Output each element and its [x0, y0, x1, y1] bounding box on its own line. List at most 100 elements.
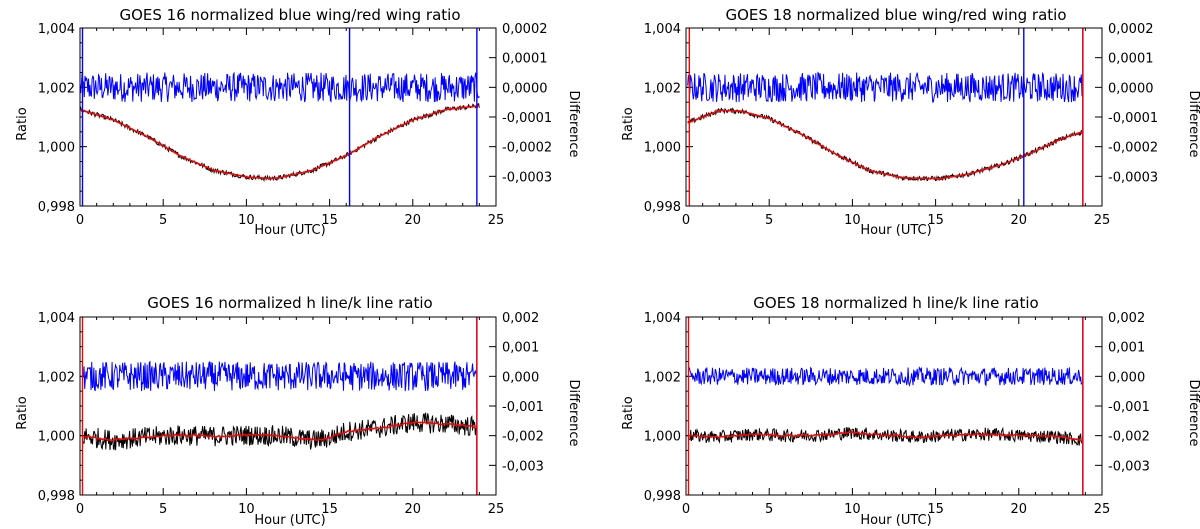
y2-tick-label: -0,0001	[502, 111, 552, 126]
y2-tick-label: 0,0000	[1108, 81, 1154, 96]
y2-tick-label: 0,0001	[502, 52, 548, 67]
y2-tick-label: -0,002	[1108, 430, 1150, 445]
y-tick-label: 1,000	[38, 141, 75, 156]
y2-tick-label: 0,000	[1108, 370, 1145, 385]
plot-area	[79, 27, 497, 207]
y2-tick-labels: -0,0003 -0,0002 -0,0001 0,0000 0,0001 0,0002	[502, 22, 552, 185]
data-series	[79, 103, 480, 183]
x-tick-label: 25	[1094, 502, 1111, 517]
chart-title: GOES 18 normalized h line/k line ratio	[753, 294, 1038, 312]
x-tick-label: 5	[765, 502, 773, 517]
x-axis-label: Hour (UTC)	[254, 513, 325, 528]
y-axis-label: Ratio	[15, 107, 30, 140]
y2-tick-label: -0,0003	[1108, 170, 1158, 185]
y2-tick-label: 0,001	[502, 341, 539, 356]
x-tick-label: 10	[238, 213, 255, 228]
y2-tick-label: 0,001	[1108, 341, 1145, 356]
y-tick-label: 0,998	[644, 200, 681, 215]
y-tick-label: 1,002	[38, 370, 75, 385]
y-tick-labels: 0,998 1,000 1,002 1,004	[38, 311, 75, 504]
y2-tick-label: 0,000	[502, 370, 539, 385]
difference-series	[688, 366, 1083, 387]
y2-tick-label: -0,0001	[1108, 111, 1158, 126]
plot-frame	[79, 316, 497, 496]
x-tick-label: 0	[682, 502, 690, 517]
x-axis-label: Hour (UTC)	[254, 223, 325, 238]
y-tick-labels: 0,998 1,000 1,002 1,004	[38, 22, 75, 215]
y2-tick-label: -0,0003	[502, 170, 552, 185]
data-series	[82, 412, 477, 451]
y-tick-label: 0,998	[644, 489, 681, 504]
y-axis-label: Ratio	[621, 396, 636, 429]
fit-series	[83, 420, 477, 442]
y-axis-label: Ratio	[621, 107, 636, 140]
y-tick-labels: 0,998 1,000 1,002 1,004	[644, 311, 681, 504]
y2-axis-label: Difference	[1186, 379, 1200, 446]
panel-goes16-wing-ratio: GOES 16 normalized blue wing/red wing ra…	[15, 6, 581, 238]
plot-frame	[685, 316, 1103, 496]
plot-frame	[685, 27, 1103, 207]
fit-series	[79, 104, 480, 180]
y2-tick-label: -0,0002	[1108, 141, 1158, 156]
y-tick-label: 1,004	[38, 22, 75, 37]
chart-title: GOES 18 normalized blue wing/red wing ra…	[725, 6, 1066, 24]
x-axis-label: Hour (UTC)	[860, 223, 931, 238]
y2-tick-label: 0,002	[502, 311, 539, 326]
y-tick-label: 1,002	[644, 81, 681, 96]
y-axis-label: Ratio	[15, 396, 30, 429]
plot-area	[685, 316, 1103, 496]
x-tick-labels: 0 5 10 15 20 25	[682, 502, 1110, 517]
y2-axis-label: Difference	[566, 379, 581, 446]
y2-tick-labels: -0,0003 -0,0002 -0,0001 0,0000 0,0001 0,0002	[1108, 22, 1158, 185]
x-tick-label: 25	[1094, 213, 1111, 228]
x-axis-label: Hour (UTC)	[860, 513, 931, 528]
x-tick-label: 20	[1011, 213, 1028, 228]
x-tick-label: 5	[159, 213, 167, 228]
chart-title: GOES 16 normalized h line/k line ratio	[147, 294, 432, 312]
y2-tick-label: -0,0002	[502, 141, 552, 156]
y2-tick-label: 0,0002	[502, 22, 548, 37]
y2-tick-label: 0,0002	[1108, 22, 1154, 37]
x-tick-label: 25	[488, 502, 505, 517]
panel-goes18-hk-ratio: GOES 18 normalized h line/k line ratio H…	[621, 294, 1200, 528]
x-tick-label: 20	[405, 213, 422, 228]
y-tick-label: 1,000	[38, 430, 75, 445]
y2-tick-label: -0,002	[502, 430, 544, 445]
fit-series	[689, 431, 1083, 442]
difference-series	[687, 71, 1083, 103]
x-tick-label: 25	[488, 213, 505, 228]
y2-tick-label: 0,002	[1108, 311, 1145, 326]
x-tick-label: 5	[765, 213, 773, 228]
x-tick-label: 10	[238, 502, 255, 517]
plot-area	[685, 27, 1103, 207]
y2-axis-label: Difference	[1186, 90, 1200, 157]
x-tick-label: 0	[76, 213, 84, 228]
y-tick-labels: 0,998 1,000 1,002 1,004	[644, 22, 681, 215]
y-tick-label: 1,000	[644, 430, 681, 445]
y-tick-label: 1,004	[644, 311, 681, 326]
x-tick-label: 20	[1011, 502, 1028, 517]
panel-goes16-hk-ratio: GOES 16 normalized h line/k line ratio H…	[15, 294, 581, 528]
plot-area	[79, 316, 497, 496]
x-tick-label: 5	[159, 502, 167, 517]
y-tick-label: 1,004	[644, 22, 681, 37]
data-series	[687, 107, 1083, 182]
difference-series	[82, 360, 477, 392]
y-tick-label: 0,998	[38, 489, 75, 504]
x-tick-labels: 0 5 10 15 20 25	[76, 213, 504, 228]
plot-frame	[79, 27, 497, 207]
y2-tick-labels: -0,003 -0,002 -0,001 0,000 0,001 0,002	[1108, 311, 1150, 474]
y-tick-label: 1,002	[38, 81, 75, 96]
y2-tick-label: 0,0001	[1108, 52, 1154, 67]
panel-goes18-wing-ratio: GOES 18 normalized blue wing/red wing ra…	[621, 6, 1200, 238]
x-tick-label: 10	[844, 502, 861, 517]
x-tick-labels: 0 5 10 15 20 25	[76, 502, 504, 517]
x-tick-label: 20	[405, 502, 422, 517]
x-tick-label: 15	[321, 213, 338, 228]
x-tick-labels: 0 5 10 15 20 25	[682, 213, 1110, 228]
y2-tick-label: -0,001	[502, 400, 544, 415]
y-tick-label: 1,002	[644, 370, 681, 385]
x-tick-label: 0	[76, 502, 84, 517]
y-tick-label: 0,998	[38, 200, 75, 215]
